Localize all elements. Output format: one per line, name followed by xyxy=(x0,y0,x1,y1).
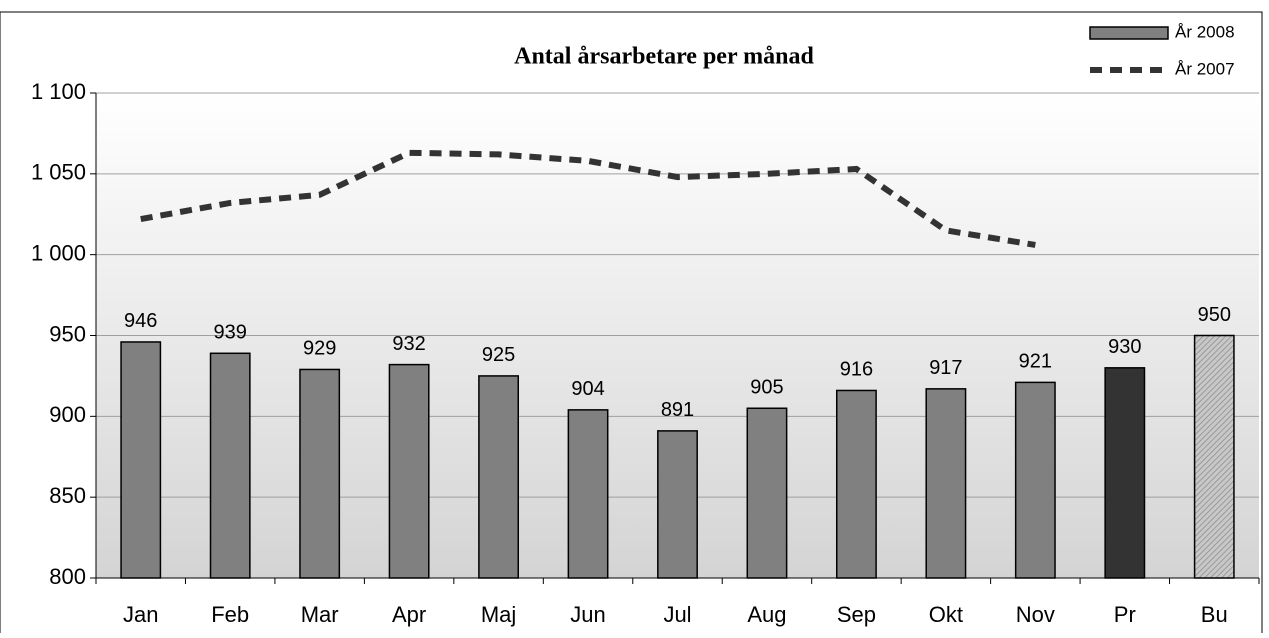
bar xyxy=(209,352,251,579)
data-label: 905 xyxy=(750,377,783,399)
data-label: 917 xyxy=(929,357,962,379)
x-tick-label: Sep xyxy=(837,602,876,627)
y-tick-label: 950 xyxy=(49,321,86,346)
x-tick-label: Okt xyxy=(929,602,963,627)
y-tick-label: 800 xyxy=(49,564,86,589)
y-tick-label: 1 050 xyxy=(31,160,86,185)
bar xyxy=(746,407,788,579)
legend-label: År 2008 xyxy=(1175,22,1235,41)
bar xyxy=(1193,334,1235,579)
data-label: 921 xyxy=(1019,351,1052,373)
line xyxy=(140,149,1036,248)
bar xyxy=(299,368,341,579)
x-tick-label: Apr xyxy=(392,602,426,627)
legend-label: År 2007 xyxy=(1175,59,1235,78)
bar xyxy=(657,430,698,579)
data-label: 930 xyxy=(1108,336,1141,358)
bar xyxy=(1104,367,1146,579)
data-label: 925 xyxy=(482,344,515,366)
data-label: 891 xyxy=(661,399,694,421)
data-label: 946 xyxy=(124,310,157,332)
chart-title: Antal årsarbetare per månad xyxy=(514,44,814,70)
legend-swatch xyxy=(1089,26,1169,40)
x-tick-label: Bu xyxy=(1201,602,1228,627)
chart-frame xyxy=(0,11,1263,638)
data-label: 939 xyxy=(214,322,247,344)
y-tick-label: 1 000 xyxy=(31,240,86,265)
data-label: 916 xyxy=(840,359,873,381)
x-tick-label: Jul xyxy=(663,602,691,627)
x-tick-label: Jun xyxy=(570,602,605,627)
bar xyxy=(1014,381,1056,579)
x-tick-label: Mar xyxy=(301,602,339,627)
bar xyxy=(835,389,877,579)
x-tick-label: Aug xyxy=(747,602,786,627)
bar xyxy=(120,341,162,579)
x-tick-label: Jan xyxy=(123,602,158,627)
data-label: 929 xyxy=(303,338,336,360)
y-tick-label: 900 xyxy=(49,402,86,427)
data-label: 950 xyxy=(1198,304,1231,326)
x-tick-label: Maj xyxy=(481,602,516,627)
bar xyxy=(567,409,609,579)
bar xyxy=(388,363,430,579)
x-tick-label: Pr xyxy=(1114,602,1136,627)
y-tick-label: 850 xyxy=(49,483,86,508)
bar xyxy=(925,388,967,579)
bar xyxy=(478,375,520,579)
y-tick-label: 1 100 xyxy=(31,79,86,104)
x-tick-label: Feb xyxy=(211,602,249,627)
data-label: 904 xyxy=(571,378,604,400)
x-tick-label: Nov xyxy=(1016,602,1055,627)
data-label: 932 xyxy=(392,333,425,355)
